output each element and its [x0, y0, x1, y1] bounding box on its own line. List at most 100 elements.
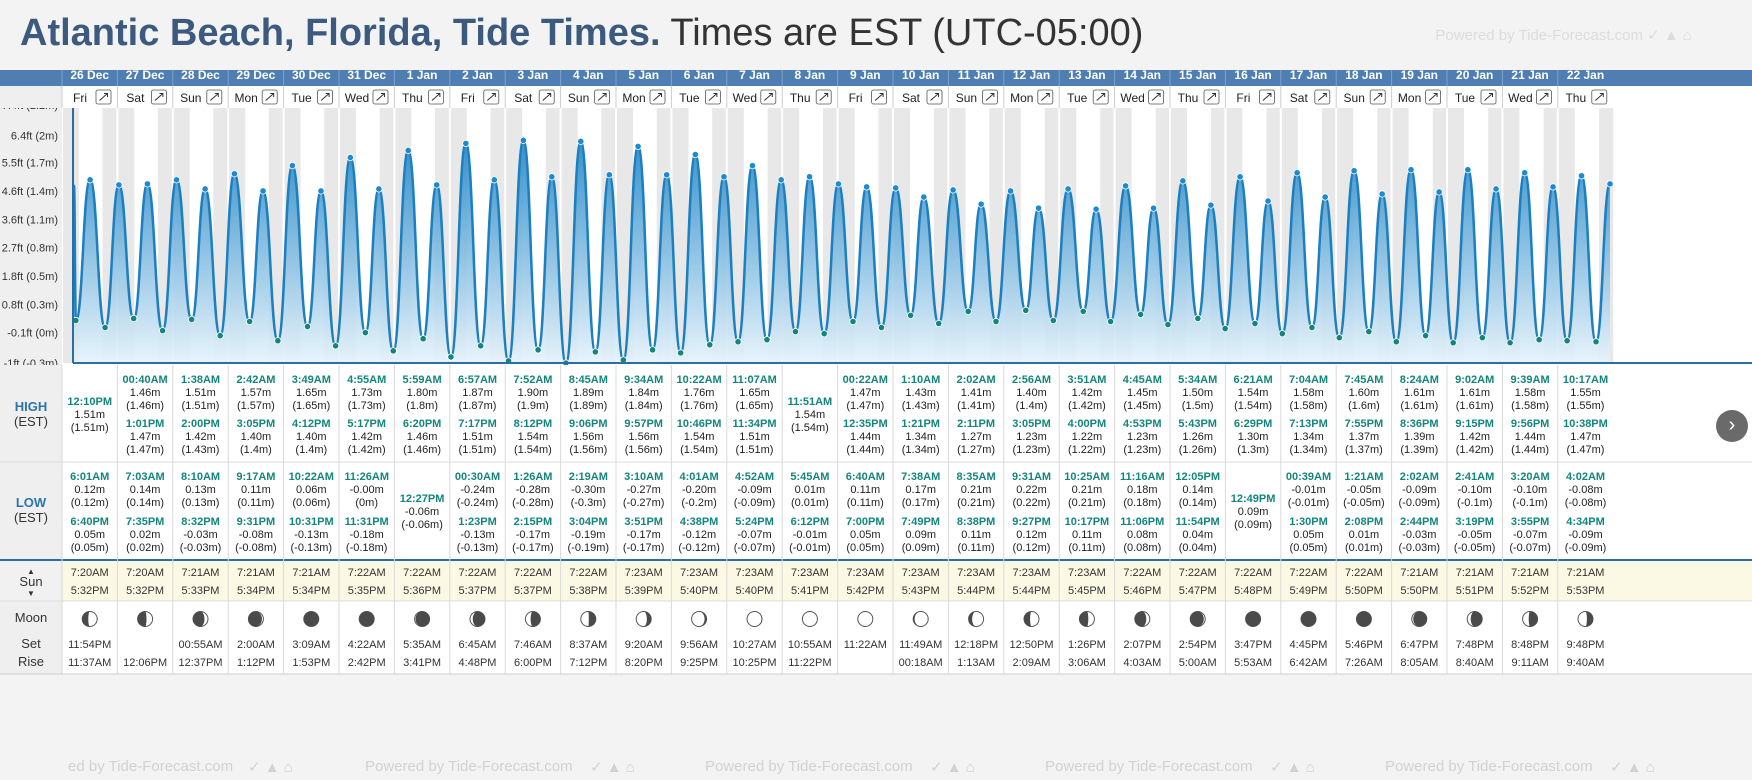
- tide-height-metric: (-0.13m): [457, 542, 499, 554]
- tide-height: -0.07m: [1513, 529, 1547, 541]
- moonset-time: 9:20AM: [625, 639, 663, 651]
- tide-height-metric: (-0.1m): [1457, 497, 1492, 509]
- tide-height: 1.54m: [1238, 387, 1269, 399]
- tide-height-metric: (1.4m): [1016, 400, 1048, 412]
- tide-time: 12:10PM: [67, 396, 112, 408]
- tide-time: 2:56AM: [1012, 374, 1051, 386]
- moon-rise-label: Rise: [18, 654, 44, 669]
- sun-row-bg: [0, 560, 1752, 601]
- moon-set-label: Set: [21, 636, 41, 651]
- tide-height-metric: (1.37m): [1345, 444, 1383, 456]
- tide-time: 8:45AM: [569, 374, 608, 386]
- tide-time: 9:15PM: [1455, 418, 1494, 430]
- tide-height-metric: (1.42m): [1456, 444, 1494, 456]
- low-tide-point: [1335, 334, 1343, 342]
- sunset-time: 5:37PM: [514, 585, 552, 597]
- sunrise-time: 7:23AM: [791, 567, 829, 579]
- low-tide-point: [188, 315, 196, 324]
- tide-height: 1.60m: [1349, 387, 1380, 399]
- sunrise-time: 7:23AM: [680, 567, 718, 579]
- high-tide-point: [1092, 205, 1100, 213]
- tide-time: 9:06PM: [569, 418, 608, 430]
- expand-icon-arrow: [930, 93, 939, 101]
- tide-time: 5:24PM: [735, 516, 774, 528]
- tide-height: 1.73m: [351, 387, 382, 399]
- high-tide-point: [1378, 190, 1386, 198]
- expand-icon-arrow: [1040, 93, 1050, 101]
- day-dow-label: Mon: [1010, 91, 1033, 105]
- day-date-label: 14 Jan: [1124, 70, 1161, 82]
- tide-height: 1.40m: [296, 431, 327, 443]
- low-tide-point: [677, 349, 685, 357]
- moonrise-time: 5:53AM: [1234, 657, 1272, 669]
- tide-height-metric: (1.34m): [1290, 444, 1328, 456]
- low-tide-point: [1449, 339, 1457, 347]
- sunrise-time: 7:23AM: [625, 567, 663, 579]
- moonrise-time: 2:09AM: [1013, 657, 1051, 669]
- tide-height: 1.47m: [850, 387, 881, 399]
- tide-time: 2:00PM: [181, 418, 220, 430]
- moonset-time: 9:48PM: [1567, 639, 1605, 651]
- low-tide-point: [1422, 332, 1430, 340]
- tide-time: 12:49PM: [1231, 493, 1276, 505]
- next-arrow-button[interactable]: ›: [1716, 410, 1748, 442]
- tide-height: 0.14m: [1182, 484, 1213, 496]
- tide-height-metric: (1.47m): [846, 400, 884, 412]
- tide-height-metric: (1.51m): [71, 422, 109, 434]
- tide-height: 1.30m: [1238, 431, 1269, 443]
- high-tide-point: [1236, 173, 1244, 181]
- tide-time: 10:38PM: [1563, 418, 1608, 430]
- high-tide-point: [777, 176, 785, 184]
- sunrise-time: 7:21AM: [1456, 567, 1494, 579]
- tide-height-metric: (-0.17m): [512, 542, 554, 554]
- sun-row-label-bg: [0, 560, 62, 601]
- high-tide-point: [115, 181, 123, 189]
- moonrise-time: 1:12PM: [237, 657, 275, 669]
- moon-shadow: [303, 611, 319, 627]
- tide-time: 10:17PM: [1065, 516, 1110, 528]
- tide-height: 0.09m: [1238, 506, 1269, 518]
- high-tide-point: [1435, 188, 1443, 196]
- moonset-time: 2:07PM: [1123, 639, 1161, 651]
- sunset-time: 5:36PM: [403, 585, 441, 597]
- day-date-label: 1 Jan: [407, 70, 438, 82]
- tide-height: 0.01m: [795, 484, 826, 496]
- expand-icon-arrow: [819, 93, 829, 101]
- moonrise-time: 4:48PM: [459, 657, 497, 669]
- day-date-label: 2 Jan: [462, 70, 493, 82]
- footer-powered: Powered by Tide-Forecast.com: [1385, 758, 1593, 775]
- chevron-right-icon: ›: [1728, 414, 1736, 436]
- tide-time: 3:19PM: [1455, 516, 1494, 528]
- tide-time: 7:03AM: [126, 471, 165, 483]
- low-tide-point: [477, 342, 485, 350]
- tide-height: -0.28m: [516, 484, 550, 496]
- tide-time: 10:25AM: [1064, 471, 1109, 483]
- low-tide-point: [447, 353, 455, 361]
- tide-height-metric: (-0.12m): [678, 542, 720, 554]
- tide-height-metric: (-0.3m): [571, 497, 606, 509]
- moon-shadow: [1356, 611, 1372, 627]
- tide-height: 0.22m: [1016, 484, 1047, 496]
- tide-height-metric: (1.27m): [957, 444, 995, 456]
- tide-height: 0.14m: [130, 484, 161, 496]
- moon-shadow: [1470, 611, 1483, 627]
- high-tide-point: [1264, 197, 1272, 205]
- day-date-label: 20 Jan: [1456, 70, 1493, 82]
- tide-height: 0.21m: [961, 484, 992, 496]
- tide-time: 2:19AM: [569, 471, 608, 483]
- moon-shadow: [1079, 611, 1089, 627]
- day-date-label: 27 Dec: [126, 70, 165, 82]
- tide-time: 5:43PM: [1178, 418, 1217, 430]
- tide-time: 5:17PM: [347, 418, 386, 430]
- sun-up-icon: ▲: [27, 567, 35, 576]
- tide-time: 4:45AM: [1123, 374, 1162, 386]
- sunset-time: 5:34PM: [237, 585, 275, 597]
- tide-height-metric: (-0.06m): [401, 519, 443, 531]
- sunset-time: 5:45PM: [1068, 585, 1106, 597]
- sunrise-time: 7:21AM: [292, 567, 330, 579]
- high-tide-point: [1207, 201, 1215, 209]
- tide-height: -0.13m: [294, 529, 328, 541]
- footer-icons: ✓ ▲ ⌂: [930, 759, 975, 776]
- high-tide-point: [892, 184, 900, 192]
- moonset-time: 8:48PM: [1511, 639, 1549, 651]
